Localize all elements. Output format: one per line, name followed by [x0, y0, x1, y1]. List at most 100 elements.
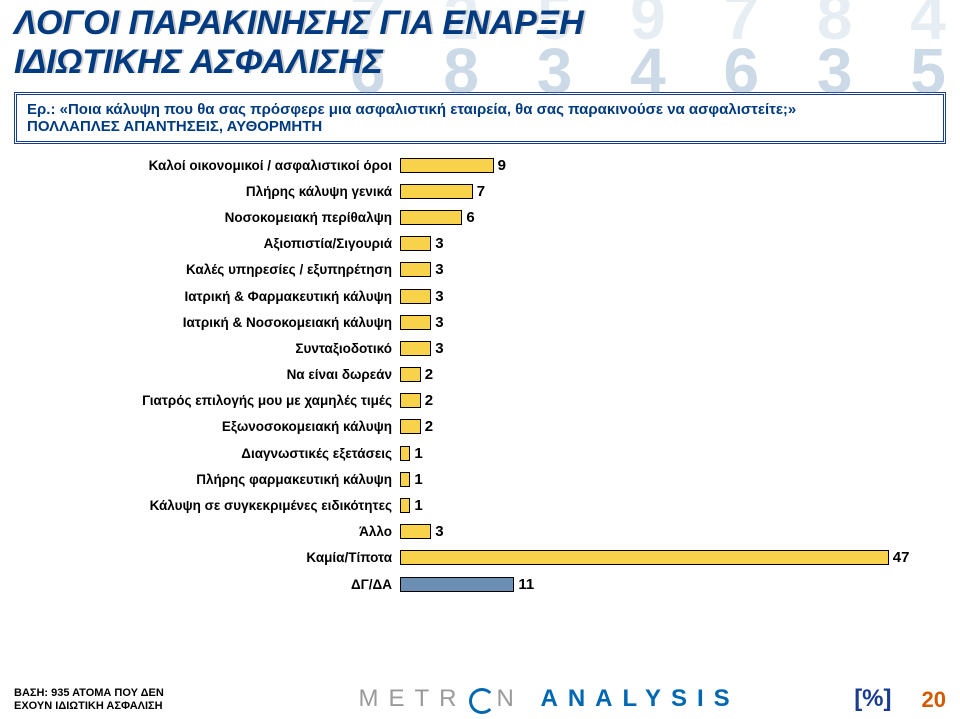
bar-cell: 7: [400, 183, 960, 200]
title-line-2: ΙΔΙΩΤΙΚΗΣ ΑΣΦΑΛΙΣΗΣ: [14, 43, 383, 81]
chart-row: Άλλο 3: [0, 519, 960, 545]
category-label: Διαγνωστικές εξετάσεις: [0, 446, 400, 461]
title-line-1: ΛΟΓΟΙ ΠΑΡΑΚΙΝΗΣΗΣ ΓΙΑ ΕΝΑΡΞΗ: [14, 4, 584, 42]
value-label: 2: [425, 392, 433, 409]
bar: [400, 550, 889, 565]
value-label: 6: [466, 209, 474, 226]
bar: [400, 262, 431, 277]
base-line-2: ΕΧΟΥΝ ΙΔΙΩΤΙΚΗ ΑΣΦΑΛΙΣΗ: [14, 700, 163, 712]
logo-part-3: ANALYSIS: [541, 685, 740, 713]
bar: [400, 184, 473, 199]
bar: [400, 393, 421, 408]
category-label: Πλήρης κάλυψη γενικά: [0, 184, 400, 199]
category-label: Νοσοκομειακή περίθαλψη: [0, 210, 400, 225]
chart-row: Καμία/Τίποτα47: [0, 545, 960, 571]
bar: [400, 472, 410, 487]
bar-cell: 2: [400, 392, 960, 409]
chart-row: Κάλυψη σε συγκεκριμένες ειδικότητες 1: [0, 492, 960, 518]
value-label: 7: [477, 183, 485, 200]
bar-cell: 1: [400, 471, 960, 488]
chart-row: Γιατρός επιλογής μου με χαμηλές τιμές 2: [0, 388, 960, 414]
value-label: 2: [425, 418, 433, 435]
bar-cell: 1: [400, 497, 960, 514]
bar-cell: 9: [400, 157, 960, 174]
chart-row: Διαγνωστικές εξετάσεις 1: [0, 440, 960, 466]
value-label: 9: [498, 157, 506, 174]
logo: METR N ANALYSIS: [244, 685, 854, 713]
value-label: 3: [435, 261, 443, 278]
chart-row: Καλοί οικονομικοί / ασφαλιστικοί όροι 9: [0, 152, 960, 178]
bar: [400, 524, 431, 539]
value-label: 3: [435, 288, 443, 305]
chart-row: Αξιοπιστία/Σιγουριά 3: [0, 231, 960, 257]
value-label: 2: [425, 366, 433, 383]
category-label: ΔΓ/ΔΑ: [0, 577, 400, 592]
bar: [400, 210, 462, 225]
chart-row: Να είναι δωρεάν 2: [0, 362, 960, 388]
bar: [400, 419, 421, 434]
chart-row: Πλήρης φαρμακευτική κάλυψη 1: [0, 466, 960, 492]
category-label: Αξιοπιστία/Σιγουριά: [0, 236, 400, 251]
bar-cell: 1: [400, 445, 960, 462]
question-subtext: ΠΟΛΛΑΠΛΕΣ ΑΠΑΝΤΗΣΕΙΣ, ΑΥΘΟΡΜΗΤΗ: [27, 118, 933, 135]
value-label: 3: [435, 314, 443, 331]
footer: ΒΑΣΗ: 935 ΑΤΟΜΑ ΠΟΥ ΔΕΝ ΕΧΟΥΝ ΙΔΙΩΤΙΚΗ Α…: [0, 685, 960, 713]
bar-cell: 2: [400, 418, 960, 435]
bar: [400, 498, 410, 513]
value-label: 3: [435, 235, 443, 252]
chart-row: Ιατρική & Νοσοκομειακή κάλυψη 3: [0, 309, 960, 335]
bar-cell: 3: [400, 340, 960, 357]
value-label: 1: [414, 445, 422, 462]
bar: [400, 315, 431, 330]
chart-row: Πλήρης κάλυψη γενικά 7: [0, 178, 960, 204]
bar-cell: 6: [400, 209, 960, 226]
bar: [400, 341, 431, 356]
slide-title: ΛΟΓΟΙ ΠΑΡΑΚΙΝΗΣΗΣ ΓΙΑ ΕΝΑΡΞΗ ΙΔΙΩΤΙΚΗΣ Α…: [0, 0, 960, 82]
base-line-1: ΒΑΣΗ: 935 ΑΤΟΜΑ ΠΟΥ ΔΕΝ: [14, 687, 164, 699]
logo-part-1: METR: [359, 685, 467, 713]
chart-row: ΔΓ/ΔΑ 11: [0, 571, 960, 597]
chart-row: Νοσοκομειακή περίθαλψη 6: [0, 204, 960, 230]
bar-cell: 2: [400, 366, 960, 383]
category-label: Άλλο: [0, 524, 400, 539]
logo-swirl-icon: [469, 688, 495, 714]
bar: [400, 577, 514, 592]
value-label: 11: [518, 576, 534, 593]
category-label: Να είναι δωρεάν: [0, 367, 400, 382]
logo-part-2: N: [497, 685, 524, 713]
bar-cell: 3: [400, 314, 960, 331]
value-label: 3: [435, 340, 443, 357]
bar: [400, 446, 410, 461]
slide: 7 2 5 9 7 8 4 6 8 3 4 6 3 5 6 ΛΟΓΟΙ ΠΑΡΑ…: [0, 0, 960, 719]
category-label: Πλήρης φαρμακευτική κάλυψη: [0, 472, 400, 487]
bar-cell: 11: [400, 576, 960, 593]
category-label: Καλές υπηρεσίες / εξυπηρέτηση: [0, 262, 400, 277]
value-label: 3: [435, 523, 443, 540]
bar-cell: 47: [400, 549, 960, 566]
chart-row: Καλές υπηρεσίες / εξυπηρέτηση 3: [0, 257, 960, 283]
value-label: 1: [414, 497, 422, 514]
base-note: ΒΑΣΗ: 935 ΑΤΟΜΑ ΠΟΥ ΔΕΝ ΕΧΟΥΝ ΙΔΙΩΤΙΚΗ Α…: [14, 687, 244, 713]
chart-row: Ιατρική & Φαρμακευτική κάλυψη 3: [0, 283, 960, 309]
bar-cell: 3: [400, 523, 960, 540]
bar-cell: 3: [400, 261, 960, 278]
category-label: Γιατρός επιλογής μου με χαμηλές τιμές: [0, 393, 400, 408]
percent-label: [%]: [854, 685, 891, 713]
question-text: Ερ.: «Ποια κάλυψη που θα σας πρόσφερε μι…: [27, 101, 933, 118]
category-label: Καλοί οικονομικοί / ασφαλιστικοί όροι: [0, 158, 400, 173]
category-label: Κάλυψη σε συγκεκριμένες ειδικότητες: [0, 498, 400, 513]
bar: [400, 158, 494, 173]
page-number: 20: [922, 687, 946, 713]
chart-row: Συνταξιοδοτικό 3: [0, 335, 960, 361]
category-label: Συνταξιοδοτικό: [0, 341, 400, 356]
category-label: Εξωνοσοκομειακή κάλυψη: [0, 419, 400, 434]
value-label: 1: [414, 471, 422, 488]
bar-cell: 3: [400, 288, 960, 305]
category-label: Ιατρική & Νοσοκομειακή κάλυψη: [0, 315, 400, 330]
category-label: Ιατρική & Φαρμακευτική κάλυψη: [0, 289, 400, 304]
bar: [400, 367, 421, 382]
bar-cell: 3: [400, 235, 960, 252]
bar: [400, 289, 431, 304]
chart-row: Εξωνοσοκομειακή κάλυψη 2: [0, 414, 960, 440]
question-box: Ερ.: «Ποια κάλυψη που θα σας πρόσφερε μι…: [14, 92, 946, 144]
